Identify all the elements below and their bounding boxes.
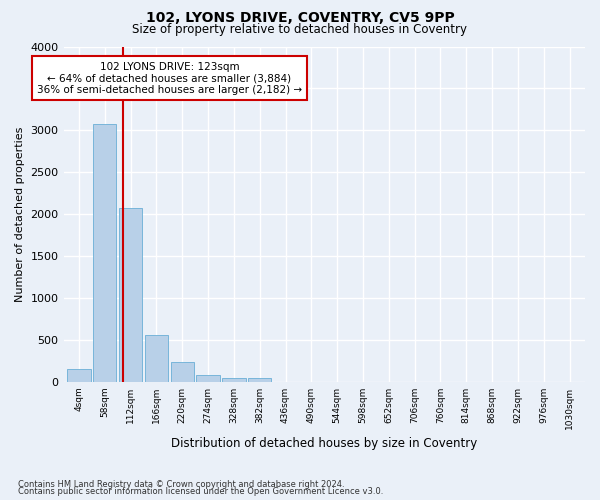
- Bar: [196, 376, 220, 382]
- Bar: [67, 369, 91, 382]
- Bar: [119, 208, 142, 382]
- Text: Contains HM Land Registry data © Crown copyright and database right 2024.: Contains HM Land Registry data © Crown c…: [18, 480, 344, 489]
- X-axis label: Distribution of detached houses by size in Coventry: Distribution of detached houses by size …: [171, 437, 478, 450]
- Text: 102 LYONS DRIVE: 123sqm
← 64% of detached houses are smaller (3,884)
36% of semi: 102 LYONS DRIVE: 123sqm ← 64% of detache…: [37, 62, 302, 95]
- Y-axis label: Number of detached properties: Number of detached properties: [15, 126, 25, 302]
- Bar: [248, 378, 271, 382]
- Text: Contains public sector information licensed under the Open Government Licence v3: Contains public sector information licen…: [18, 487, 383, 496]
- Bar: [170, 362, 194, 382]
- Bar: [223, 378, 245, 382]
- Bar: [145, 335, 168, 382]
- Text: Size of property relative to detached houses in Coventry: Size of property relative to detached ho…: [133, 22, 467, 36]
- Bar: [93, 124, 116, 382]
- Text: 102, LYONS DRIVE, COVENTRY, CV5 9PP: 102, LYONS DRIVE, COVENTRY, CV5 9PP: [146, 11, 454, 25]
